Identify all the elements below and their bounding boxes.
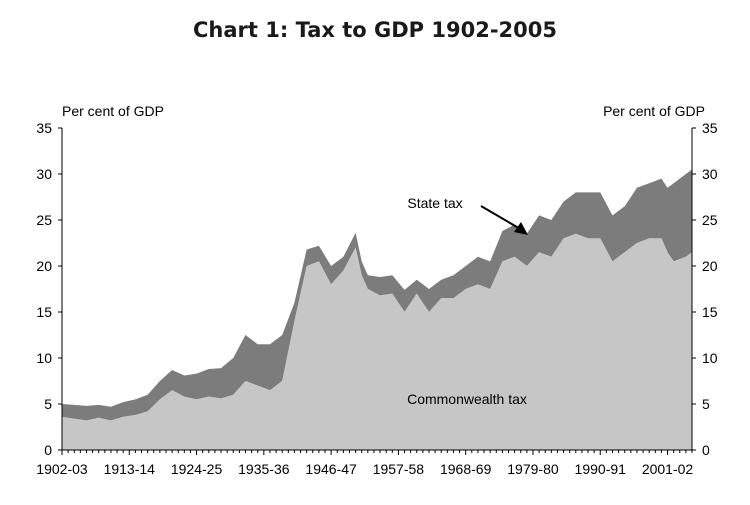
y-tick-label-left: 20 <box>36 258 52 274</box>
x-tick-label: 1957-58 <box>373 461 425 477</box>
state-tax-label: State tax <box>407 195 462 211</box>
y-tick-label-right: 20 <box>702 258 718 274</box>
x-tick-label: 1968-69 <box>440 461 492 477</box>
y-tick-label-right: 0 <box>702 442 710 458</box>
y-tick-label-right: 30 <box>702 166 718 182</box>
y-tick-label-right: 15 <box>702 304 718 320</box>
y-tick-label-right: 5 <box>702 396 710 412</box>
y-tick-label-left: 15 <box>36 304 52 320</box>
x-tick-label: 1990-91 <box>575 461 627 477</box>
annotation-layer: State tax Commonwealth tax <box>407 195 528 407</box>
chart-title: Chart 1: Tax to GDP 1902-2005 <box>193 18 557 42</box>
area-layer <box>62 169 692 450</box>
axes-layer: 0 0 5 5 10 10 15 15 20 20 25 25 30 30 35 35 1902-03 1913-… <box>36 120 717 477</box>
commonwealth-tax-area <box>62 233 692 450</box>
y-tick-label-right: 35 <box>702 120 718 136</box>
y-tick-label-left: 30 <box>36 166 52 182</box>
x-tick-label: 1935-36 <box>238 461 290 477</box>
y-tick-label-right: 10 <box>702 350 718 366</box>
y-tick-label-left: 10 <box>36 350 52 366</box>
y-tick-label-left: 35 <box>36 120 52 136</box>
x-tick-label: 1924-25 <box>171 461 223 477</box>
x-tick-label: 2001-02 <box>642 461 694 477</box>
x-tick-label: 1979-80 <box>507 461 559 477</box>
x-tick-label: 1946-47 <box>305 461 357 477</box>
y-tick-label-right: 25 <box>702 212 718 228</box>
y-tick-label-left: 0 <box>44 442 52 458</box>
y-tick-label-left: 5 <box>44 396 52 412</box>
commonwealth-tax-label: Commonwealth tax <box>407 391 527 407</box>
y-axis-label-left: Per cent of GDP <box>62 103 164 119</box>
y-axis-label-right: Per cent of GDP <box>603 103 705 119</box>
state-tax-arrow-head <box>514 222 528 235</box>
state-tax-area <box>62 169 692 421</box>
x-tick-label: 1913-14 <box>104 461 156 477</box>
y-tick-label-left: 25 <box>36 212 52 228</box>
state-tax-arrow-line <box>480 205 523 231</box>
x-tick-label: 1902-03 <box>36 461 88 477</box>
